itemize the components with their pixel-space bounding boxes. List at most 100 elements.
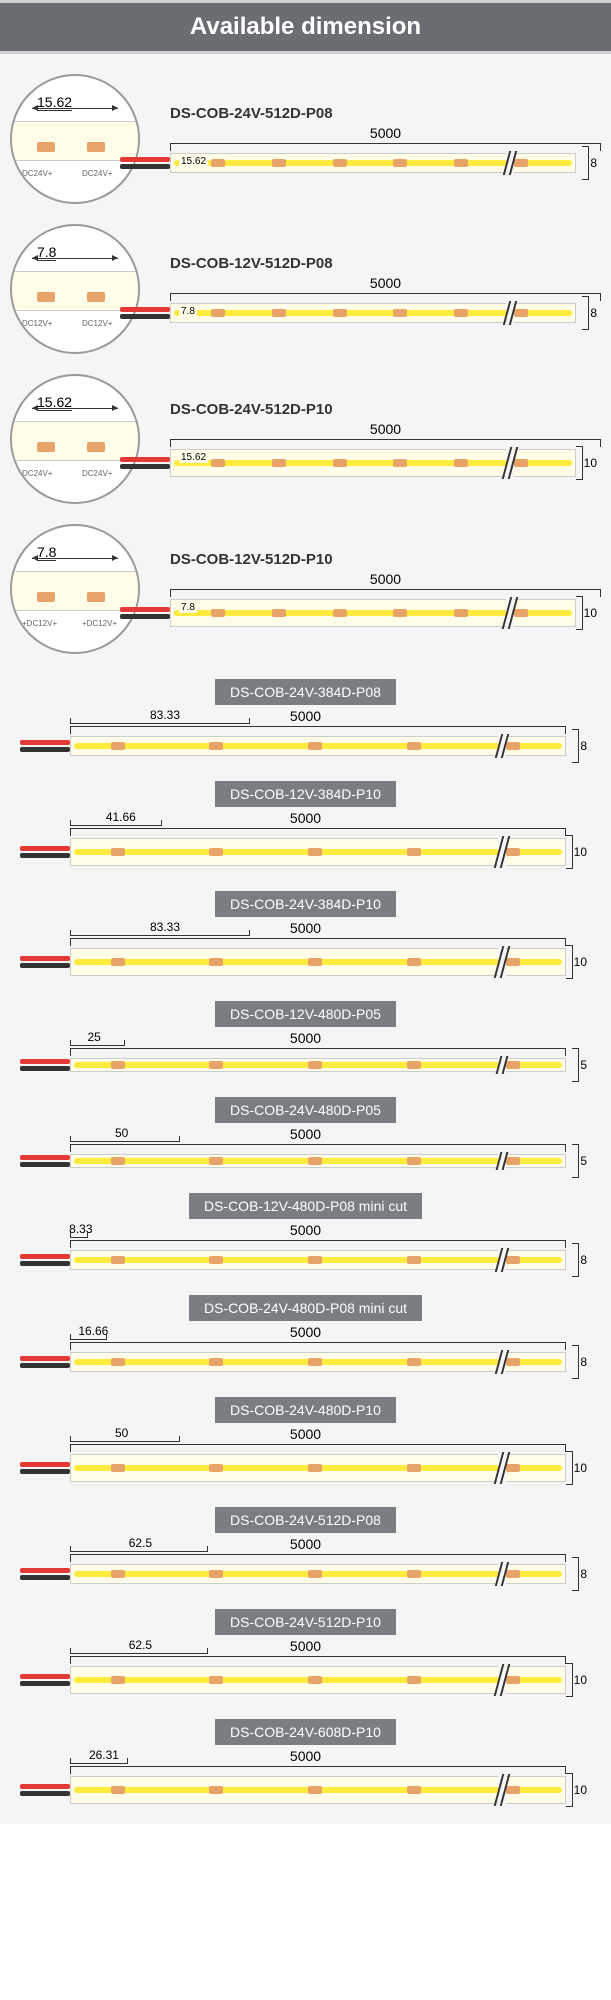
length-dimension: 5000 bbox=[170, 571, 601, 587]
led-strip: 5 bbox=[70, 1154, 566, 1168]
strip-row: DS-COB-24V-480D-P05 5000 50 5 bbox=[10, 1097, 601, 1168]
width-dimension: 10 bbox=[584, 606, 597, 620]
model-label: DS-COB-12V-480D-P08 mini cut bbox=[189, 1193, 422, 1219]
led-strip: 5 bbox=[70, 1058, 566, 1072]
wire-icon bbox=[120, 307, 170, 319]
solder-pad bbox=[87, 442, 105, 452]
break-mark bbox=[498, 1350, 506, 1374]
solder-pad bbox=[111, 848, 125, 856]
led-strip: 8 bbox=[70, 1564, 566, 1584]
magnified-row: 7.8 +DC12V+ +DC12V+ DS-COB-12V-512D-P10 … bbox=[10, 524, 601, 654]
solder-pad bbox=[393, 609, 407, 617]
solder-pad bbox=[454, 609, 468, 617]
led-strip: 15.62 8 bbox=[170, 153, 576, 173]
voltage-label: DC24V+ bbox=[22, 169, 52, 178]
solder-pad bbox=[407, 742, 421, 750]
strip-row: DS-COB-24V-480D-P10 5000 50 10 bbox=[10, 1397, 601, 1482]
strip-row: DS-COB-24V-384D-P10 5000 83.33 10 bbox=[10, 891, 601, 976]
wire-icon bbox=[20, 1356, 70, 1368]
break-mark bbox=[498, 946, 506, 978]
break-mark bbox=[498, 1152, 506, 1170]
solder-pad bbox=[111, 1570, 125, 1578]
break-mark bbox=[498, 836, 506, 868]
break-mark bbox=[498, 1248, 506, 1272]
solder-pad bbox=[506, 1157, 520, 1165]
solder-pad bbox=[111, 1358, 125, 1366]
solder-pad bbox=[209, 1570, 223, 1578]
page-header: Available dimension bbox=[0, 0, 611, 54]
width-dimension: 8 bbox=[580, 1253, 587, 1267]
voltage-label: DC24V+ bbox=[82, 469, 112, 478]
width-dimension: 8 bbox=[590, 306, 597, 320]
strip-row: DS-COB-24V-512D-P10 5000 62.5 10 bbox=[10, 1609, 601, 1694]
magnifier-circle: 7.8 +DC12V+ +DC12V+ bbox=[10, 524, 140, 654]
solder-pad bbox=[37, 142, 55, 152]
model-label: DS-COB-12V-480D-P05 bbox=[215, 1001, 396, 1027]
solder-pad bbox=[111, 1061, 125, 1069]
magnifier-circle: 15.62 DC24V+ DC24V+ bbox=[10, 74, 140, 204]
solder-pad bbox=[393, 309, 407, 317]
solder-pad bbox=[111, 742, 125, 750]
voltage-label: DC24V+ bbox=[82, 169, 112, 178]
solder-pad bbox=[506, 958, 520, 966]
solder-pad bbox=[308, 1256, 322, 1264]
model-label: DS-COB-24V-384D-P10 bbox=[215, 891, 396, 917]
wire-icon bbox=[120, 607, 170, 619]
width-dimension: 8 bbox=[580, 1567, 587, 1581]
break-mark bbox=[498, 734, 506, 758]
break-mark bbox=[498, 1452, 506, 1484]
solder-pad bbox=[308, 1786, 322, 1794]
wire-icon bbox=[20, 1784, 70, 1796]
solder-pad bbox=[111, 958, 125, 966]
solder-pad bbox=[514, 159, 528, 167]
length-dimension: 5000 bbox=[170, 125, 601, 141]
led-strip: 10 bbox=[70, 838, 566, 866]
voltage-label: DC12V+ bbox=[82, 319, 112, 328]
magnifier-circle: 7.8 DC12V+ DC12V+ bbox=[10, 224, 140, 354]
break-mark bbox=[506, 597, 514, 629]
led-strip: 15.62 10 bbox=[170, 449, 576, 477]
solder-pad bbox=[506, 1676, 520, 1684]
solder-pad bbox=[393, 159, 407, 167]
length-dimension: 5000 bbox=[170, 275, 601, 291]
solder-pad bbox=[87, 142, 105, 152]
solder-pad bbox=[407, 1786, 421, 1794]
width-dimension: 10 bbox=[574, 1461, 587, 1475]
break-mark bbox=[498, 1056, 506, 1074]
wire-icon bbox=[20, 1059, 70, 1071]
solder-pad bbox=[209, 958, 223, 966]
wire-icon bbox=[120, 157, 170, 169]
model-label: DS-COB-24V-512D-P08 bbox=[215, 1507, 396, 1533]
solder-pad bbox=[454, 459, 468, 467]
solder-pad bbox=[111, 1256, 125, 1264]
segment-label: 7.8 bbox=[179, 306, 197, 317]
solder-pad bbox=[111, 1676, 125, 1684]
solder-pad bbox=[111, 1157, 125, 1165]
model-label: DS-COB-24V-512D-P10 bbox=[215, 1609, 396, 1635]
strip-row: DS-COB-24V-480D-P08 mini cut 5000 16.66 … bbox=[10, 1295, 601, 1372]
solder-pad bbox=[506, 1256, 520, 1264]
solder-pad bbox=[506, 1786, 520, 1794]
solder-pad bbox=[308, 1676, 322, 1684]
solder-pad bbox=[407, 958, 421, 966]
solder-pad bbox=[111, 1786, 125, 1794]
solder-pad bbox=[272, 459, 286, 467]
break-mark bbox=[498, 1774, 506, 1806]
width-dimension: 5 bbox=[580, 1154, 587, 1168]
wire-icon bbox=[20, 1674, 70, 1686]
solder-pad bbox=[393, 459, 407, 467]
led-strip: 8 bbox=[70, 1250, 566, 1270]
segment-label: 15.62 bbox=[179, 156, 208, 167]
solder-pad bbox=[333, 459, 347, 467]
width-dimension: 10 bbox=[574, 1783, 587, 1797]
width-dimension: 8 bbox=[590, 156, 597, 170]
width-dimension: 10 bbox=[574, 845, 587, 859]
solder-pad bbox=[454, 309, 468, 317]
solder-pad bbox=[506, 1570, 520, 1578]
led-strip: 7.8 8 bbox=[170, 303, 576, 323]
width-dimension: 8 bbox=[580, 1355, 587, 1369]
width-dimension: 10 bbox=[574, 955, 587, 969]
solder-pad bbox=[272, 309, 286, 317]
strip-row: DS-COB-12V-480D-P05 5000 25 5 bbox=[10, 1001, 601, 1072]
solder-pad bbox=[308, 1061, 322, 1069]
